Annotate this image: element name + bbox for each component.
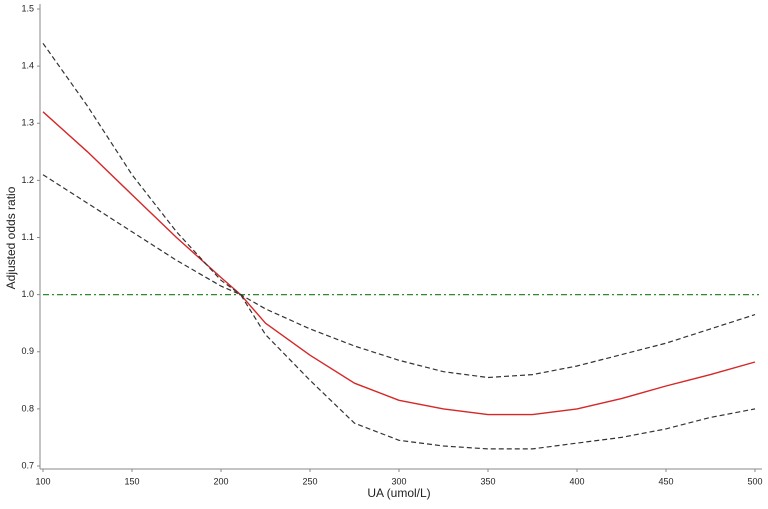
y-tick-label: 0.8 bbox=[21, 403, 34, 413]
x-tick-label: 200 bbox=[213, 476, 228, 486]
x-tick-label: 100 bbox=[35, 476, 50, 486]
y-tick-label: 0.7 bbox=[21, 460, 34, 470]
y-tick-label: 1.4 bbox=[21, 61, 34, 71]
line-series bbox=[42, 174, 756, 450]
line-series bbox=[42, 111, 756, 416]
x-axis-title: UA (umol/L) bbox=[367, 486, 430, 500]
x-tick-label: 250 bbox=[302, 476, 317, 486]
y-tick-label: 1.1 bbox=[21, 232, 34, 242]
y-tick-label: 1.2 bbox=[21, 175, 34, 185]
y-tick-label: 1.3 bbox=[21, 118, 34, 128]
y-tick-label: 0.9 bbox=[21, 346, 34, 356]
x-tick-label: 300 bbox=[391, 476, 406, 486]
x-tick-label: 450 bbox=[658, 476, 673, 486]
y-tick-label: 1.0 bbox=[21, 289, 34, 299]
line-series bbox=[42, 42, 756, 379]
y-tick-label: 1.5 bbox=[21, 3, 34, 13]
x-tick-label: 500 bbox=[747, 476, 762, 486]
x-tick-label: 350 bbox=[480, 476, 495, 486]
x-tick-label: 400 bbox=[569, 476, 584, 486]
x-tick-label: 150 bbox=[124, 476, 139, 486]
y-axis-title: Adjusted odds ratio bbox=[4, 186, 18, 289]
